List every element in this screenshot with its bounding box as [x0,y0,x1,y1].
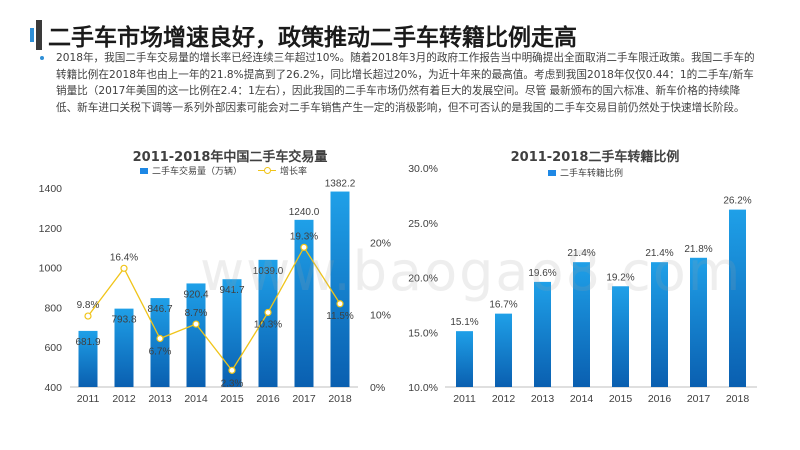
chart2-legend: 二手车转籍比例 [548,166,623,179]
chart2-bar-label: 15.1% [450,317,478,328]
chart1-growth-point [192,320,200,328]
chart2-x-tick: 2018 [726,393,750,405]
legend2-bar-label: 二手车转籍比例 [560,169,624,179]
chart1-line-label: 6.7% [149,347,172,358]
chart2-x-tick: 2013 [531,393,555,405]
chart1-bar-label: 846.7 [147,304,172,315]
chart2-bar [495,313,512,387]
chart1-bar-label: 681.9 [75,337,100,348]
chart2-x-tick: 2015 [609,393,633,405]
chart1-growth-point [84,312,92,320]
chart1-growth-point [120,264,128,272]
body-paragraph: 2018年，我国二手车交易量的增长率已经连续三年超过10%。随着2018年3月的… [56,52,755,114]
chart1-line-label: 8.7% [185,308,208,319]
chart1-x-tick: 2016 [256,393,280,405]
chart1-x-tick: 2014 [184,393,208,405]
chart1-x-tick: 2017 [292,393,316,405]
chart1-bar [150,298,170,387]
chart1-y-left-tick: 400 [44,382,62,394]
legend-line-swatch [258,166,277,175]
chart1-bar-label: 1382.2 [325,179,356,190]
chart1-bar-label: 793.8 [111,315,136,326]
chart1-y-left-tick: 1000 [39,263,63,275]
paragraph-bullet [40,56,44,60]
chart1-x-tick: 2011 [77,393,100,405]
chart1-x-tick: 2015 [220,393,244,405]
chart1-line-label: 11.5% [326,311,354,322]
chart2-x-tick: 2014 [570,393,594,405]
chart1-growth-point [156,334,164,343]
chart1-x-tick: 2012 [112,393,136,405]
chart2-x-tick: 2016 [648,393,672,405]
chart2-x-tick: 2012 [492,393,516,405]
chart1-y-left-tick: 1200 [39,223,63,235]
chart1-bar [78,330,98,387]
chart2-x-tick: 2011 [453,393,476,405]
legend-bar-label: 二手车交易量（万辆） [152,167,243,177]
chart1-x-tick: 2013 [148,393,172,405]
chart2-x-tick: 2017 [687,393,711,405]
chart1-y-left-tick: 800 [44,302,62,314]
chart1-legend: 二手车交易量（万辆） 增长率 [140,164,307,177]
chart2-bar-label: 26.2% [723,196,751,207]
chart2-y-tick: 15.0% [408,327,438,339]
chart1-bar-label: 1240.0 [289,207,320,218]
chart1-line-label: 16.4% [110,252,138,263]
chart1-title: 2011-2018年中国二手车交易量 [132,150,328,165]
chart1-line-label: 9.8% [77,300,100,311]
page-title: 二手车市场增速良好，政策推动二手车转籍比例走高 [48,25,577,51]
legend-bar-swatch [140,167,148,174]
title-accent-mark [30,28,34,42]
chart1-x-tick: 2018 [328,393,352,405]
chart1-line-label: 2.3% [221,378,244,389]
chart1-y-left-tick: 600 [44,342,62,354]
chart1-line-label: 10.3% [254,319,282,330]
chart2-y-tick: 25.0% [408,218,438,230]
chart1-growth-point [228,366,236,374]
chart1-growth-point [264,308,272,317]
chart1-y-right-tick: 0% [370,382,385,394]
chart1-y-left-tick: 1400 [39,183,63,195]
title-bar-mark [36,20,42,50]
chart2-bar [456,331,473,387]
chart2-y-tick: 10.0% [408,382,438,394]
legend-line-label: 增长率 [280,167,308,177]
legend2-bar-swatch [548,169,556,176]
chart2-title: 2011-2018二手车转籍比例 [510,150,680,165]
chart1-y-right-tick: 10% [370,310,391,322]
watermark: www.baogao8.com [200,240,743,303]
chart1-bar [114,308,134,387]
